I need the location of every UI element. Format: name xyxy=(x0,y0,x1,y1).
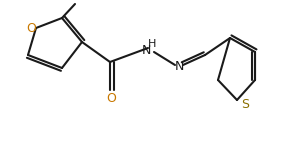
Text: S: S xyxy=(241,99,249,112)
Text: N: N xyxy=(174,60,184,73)
Text: O: O xyxy=(26,22,36,35)
Text: H: H xyxy=(148,39,156,49)
Text: O: O xyxy=(106,93,116,106)
Text: N: N xyxy=(141,44,151,57)
